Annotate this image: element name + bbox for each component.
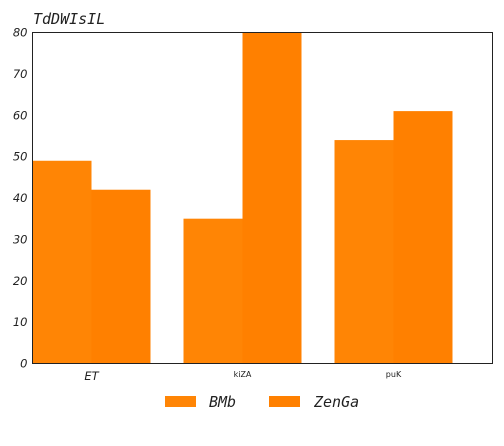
y-axis-ticks: 0 10 20 30 40 50 60 70 80 [13,26,28,371]
legend-label-BMb: BMb [209,393,236,411]
y-tick-label: 80 [13,26,28,40]
legend: BMb ZenGa [165,393,359,411]
y-tick-label: 70 [13,67,28,81]
y-tick-label: 30 [13,232,28,246]
y-tick-label: 10 [13,315,28,329]
y-tick-label: 40 [13,191,28,205]
legend-swatch-ZenGa [269,396,300,407]
y-tick-label: 50 [13,150,28,164]
chart-title: TdDWIsIL [33,10,105,28]
bar-BMb-kiZA [183,218,243,364]
bar-ZenGa-kiZA [242,32,302,364]
bars-group [32,32,453,364]
bar-ZenGa-puK [393,111,453,364]
bar-ZenGa-ET [91,189,151,364]
x-tick-label: kiZA [234,370,252,379]
bar-BMb-ET [32,160,92,364]
bar-BMb-puK [334,140,394,364]
legend-label-ZenGa: ZenGa [313,393,359,411]
plot-frame [32,32,493,364]
y-tick-label: 20 [13,274,28,288]
legend-swatch-BMb [165,396,196,407]
x-axis-ticks: ET kiZA puK [84,369,402,383]
x-tick-label: ET [84,369,99,383]
x-tick-label: puK [386,370,402,379]
y-tick-label: 60 [13,108,28,122]
y-tick-label: 0 [20,357,27,371]
